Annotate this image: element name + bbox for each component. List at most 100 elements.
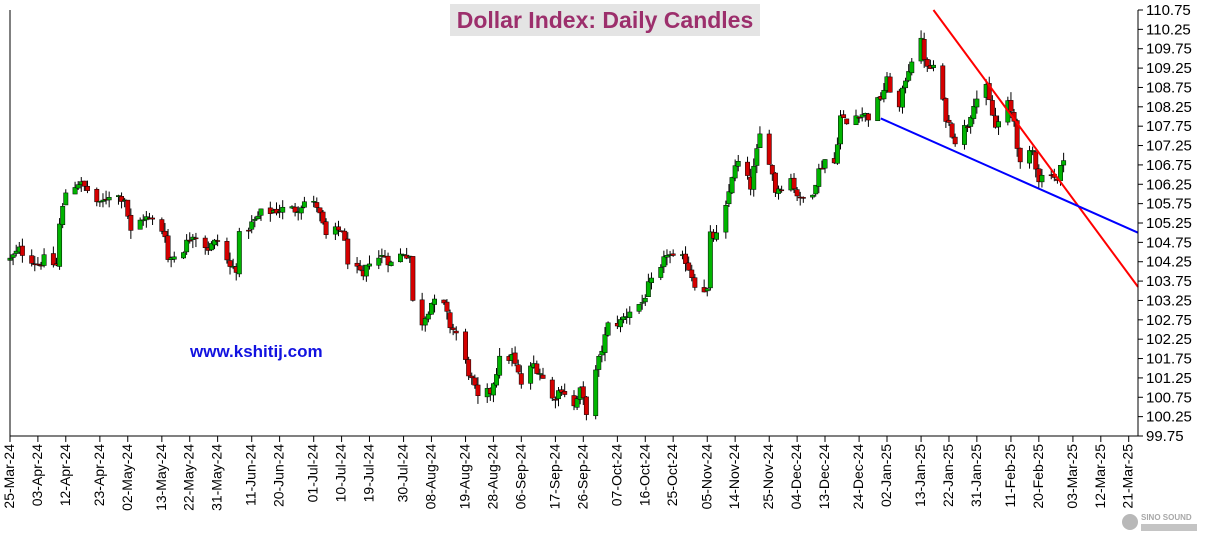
x-tick-label: 23-Apr-24 xyxy=(91,444,107,506)
candle-body xyxy=(354,262,360,267)
y-tick-label: 103.25 xyxy=(1146,292,1192,309)
candle-body xyxy=(683,253,689,264)
candle-body xyxy=(181,252,186,259)
x-tick-label: 19-Aug-24 xyxy=(457,444,473,510)
candle-body xyxy=(779,189,785,192)
candle-body xyxy=(342,230,348,241)
candle-body xyxy=(410,256,416,301)
x-tick-label: 31-Jan-25 xyxy=(968,444,984,507)
candle-body xyxy=(75,184,81,189)
candle-body xyxy=(887,76,893,93)
candle-body xyxy=(574,398,580,408)
candle-body xyxy=(162,230,168,238)
candle-body xyxy=(388,261,394,266)
candle-body xyxy=(441,299,447,304)
candle-body xyxy=(810,194,816,198)
candle-body xyxy=(444,301,450,312)
candle-body xyxy=(772,172,778,193)
candle-body xyxy=(106,197,112,201)
candle-body xyxy=(962,125,967,145)
chart-title-box: Dollar Index: Daily Candles xyxy=(450,4,760,36)
candle-body xyxy=(301,201,307,208)
candle-body xyxy=(903,80,909,89)
candle-body xyxy=(856,116,862,119)
candle-body xyxy=(422,318,428,326)
publisher-logo: SINO SOUND xyxy=(1122,513,1197,531)
candle-body xyxy=(605,322,611,336)
candle-body xyxy=(906,71,912,81)
candle-body xyxy=(971,106,977,119)
candle-body xyxy=(776,188,781,194)
x-tick-label: 20-Jun-24 xyxy=(271,444,287,507)
y-tick-label: 105.75 xyxy=(1146,196,1192,213)
x-tick-label: 28-Aug-24 xyxy=(484,444,500,510)
svg-text:SINO SOUND: SINO SOUND xyxy=(1141,513,1192,522)
candle-body xyxy=(580,386,586,399)
candle-body xyxy=(100,199,106,202)
candle-body xyxy=(202,237,208,248)
candle-body xyxy=(965,126,971,128)
candle-body xyxy=(745,161,750,176)
candle-body xyxy=(13,250,19,254)
y-tick-label: 99.75 xyxy=(1146,428,1184,445)
x-tick-label: 11-Feb-25 xyxy=(1002,444,1018,508)
candle-body xyxy=(255,215,261,220)
x-tick-label: 20-Feb-25 xyxy=(1030,444,1046,509)
candle-body xyxy=(549,379,555,399)
candle-body xyxy=(29,255,35,264)
x-tick-label: 06-Sep-24 xyxy=(512,444,528,510)
candle-body xyxy=(596,356,602,370)
candle-body xyxy=(1008,100,1014,112)
candle-body xyxy=(996,121,1001,128)
candle-body xyxy=(751,165,757,190)
candle-body xyxy=(704,288,710,292)
candle-body xyxy=(432,298,437,305)
candle-body xyxy=(1014,120,1020,149)
candle-body xyxy=(627,311,633,318)
chart-title: Dollar Index: Daily Candles xyxy=(456,6,754,33)
candle-body xyxy=(645,281,651,297)
candle-body xyxy=(336,226,341,231)
x-tick-label: 13-May-24 xyxy=(153,444,169,511)
candles-layer xyxy=(7,30,1067,421)
x-tick-label: 08-Aug-24 xyxy=(422,444,438,510)
candle-body xyxy=(689,269,695,278)
candle-body xyxy=(816,168,822,187)
candle-body xyxy=(537,373,543,375)
x-tick-label: 19-Jul-24 xyxy=(360,444,376,503)
candle-body xyxy=(472,377,478,386)
x-tick-label: 02-May-24 xyxy=(119,444,135,511)
y-tick-label: 100.75 xyxy=(1146,389,1192,406)
candle-body xyxy=(345,238,351,265)
candle-body xyxy=(940,65,946,100)
x-tick-label: 22-Jan-25 xyxy=(940,444,956,507)
candle-body xyxy=(94,188,100,203)
candle-body xyxy=(515,364,521,373)
candle-body xyxy=(844,118,850,125)
candle-body xyxy=(757,133,763,149)
candle-body xyxy=(534,363,540,374)
candle-body xyxy=(184,239,190,253)
candle-body xyxy=(320,211,326,224)
axes-layer: 99.75 100.25 100.75 101.25 101.75 102.25 102.7… xyxy=(1,2,1192,511)
candle-body xyxy=(909,61,915,74)
candle-body xyxy=(385,255,391,266)
candle-body xyxy=(363,264,369,277)
x-tick-label: 31-May-24 xyxy=(209,444,225,511)
y-tick-label: 100.25 xyxy=(1146,409,1192,426)
candle-body xyxy=(658,267,664,278)
y-tick-label: 108.25 xyxy=(1146,99,1192,116)
y-tick-label: 102.25 xyxy=(1146,331,1192,348)
candle-body xyxy=(986,83,992,100)
candle-body xyxy=(838,115,843,145)
x-tick-label: 24-Dec-24 xyxy=(850,444,866,510)
candle-body xyxy=(540,374,546,379)
candle-body xyxy=(466,359,472,377)
y-tick-label: 108.75 xyxy=(1146,79,1192,96)
candle-body xyxy=(556,390,561,400)
candle-body xyxy=(841,114,847,118)
x-tick-label: 01-Jul-24 xyxy=(305,444,321,503)
candle-body xyxy=(425,313,431,320)
candle-body xyxy=(949,123,955,138)
